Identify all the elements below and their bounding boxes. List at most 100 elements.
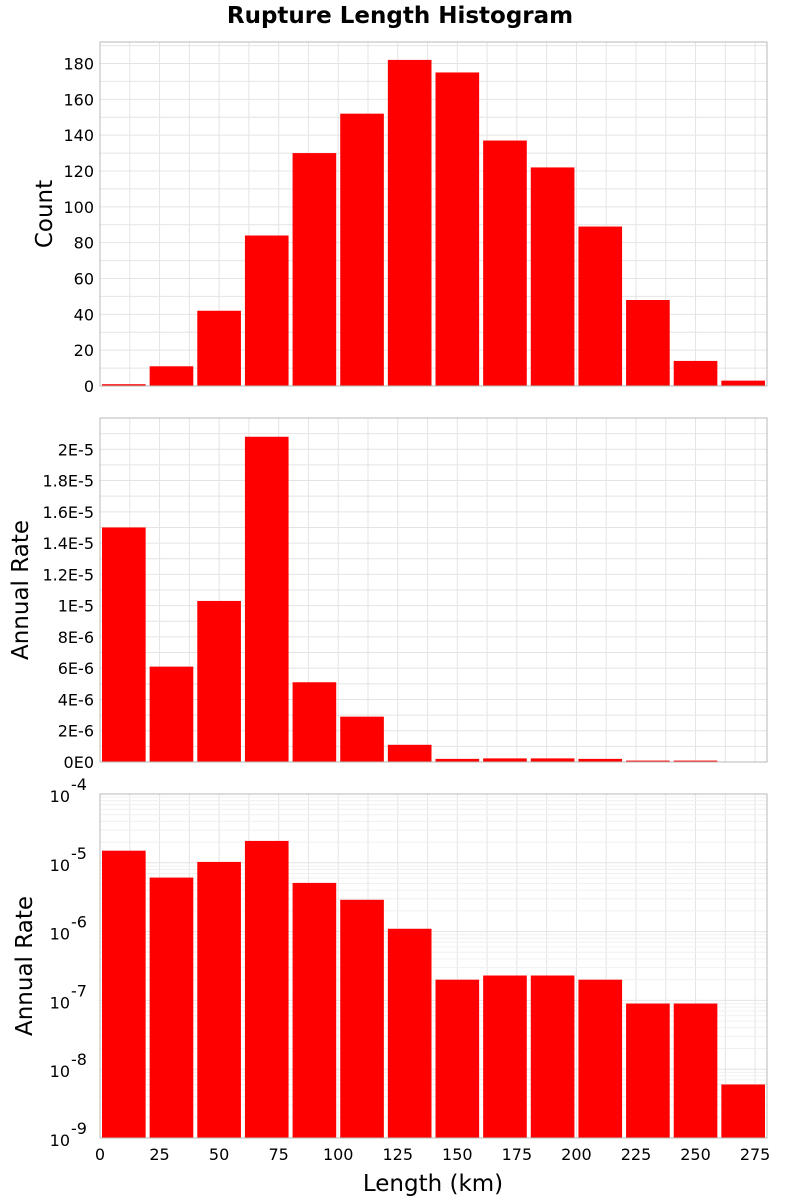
bar-rate-log-2 [197, 861, 241, 1138]
bars [102, 59, 765, 387]
y-tick-label: 180 [63, 55, 94, 74]
bar-count-5 [340, 113, 384, 387]
y-tick-labels: 0E0 2E-6 4E-6 6E-6 8E-6 1E-5 1.2E-5 1.4E-5 1.6E-… [42, 440, 94, 772]
bar-rate-linear-4 [292, 682, 337, 762]
bar-rate-linear-12 [673, 760, 718, 762]
bar-count-7 [435, 72, 480, 386]
y-tick-label: 10 [50, 1131, 70, 1150]
bar-count-9 [530, 167, 575, 386]
y-tick-label: 8E-6 [58, 628, 94, 647]
y-tick-exponent: -9 [71, 1119, 87, 1138]
y-tick-label: 1.2E-5 [42, 565, 94, 584]
y-tick-label: 0 [84, 377, 94, 396]
bar-rate-linear-11 [626, 760, 670, 762]
y-tick-label: 120 [63, 162, 94, 181]
x-tick-label: 225 [621, 1145, 652, 1164]
y-tick-label: 80 [74, 234, 94, 253]
y-tick-label: 1E-5 [58, 597, 94, 616]
bar-rate-linear-6 [387, 744, 432, 762]
bar-count-13 [721, 380, 765, 386]
x-axis-label: Length (km) [363, 1171, 503, 1197]
bar-rate-log-11 [626, 1003, 670, 1138]
bar-rate-linear-8 [483, 758, 527, 762]
x-tick-label: 25 [149, 1145, 169, 1164]
y-tick-label: 10 [50, 925, 70, 944]
y-tick-label: 20 [74, 341, 94, 360]
y-tick-label: 40 [74, 305, 94, 324]
bar-count-0 [102, 384, 146, 386]
y-tick-label: 2E-6 [58, 722, 94, 741]
x-tick-label: 175 [502, 1145, 533, 1164]
bar-rate-linear-2 [197, 600, 241, 762]
y-tick-label: 100 [63, 198, 94, 217]
chart-title: Rupture Length Histogram [226, 3, 574, 29]
bar-count-1 [149, 366, 194, 386]
y-tick-label: 140 [63, 126, 94, 145]
y-tick-exponent: -4 [71, 775, 87, 794]
x-tick-labels: 0 25 50 75 100 125 150 175 200 225 250 275 [95, 1145, 770, 1164]
bar-rate-linear-10 [578, 758, 623, 762]
bar-rate-log-6 [387, 928, 432, 1138]
y-tick-label: 10 [50, 856, 70, 875]
y-tick-label: 60 [74, 270, 94, 289]
y-tick-label: 160 [63, 90, 94, 109]
y-axis-label: Annual Rate [12, 896, 38, 1036]
bar-count-4 [292, 153, 337, 386]
y-tick-labels: 10-910-810-710-610-510-4 [50, 775, 87, 1150]
plot-frame [99, 41, 768, 387]
y-tick-label: 0E0 [64, 753, 94, 772]
bar-rate-log-8 [483, 975, 527, 1138]
x-tick-label: 275 [740, 1145, 771, 1164]
bar-count-6 [387, 59, 432, 387]
bar-rate-linear-1 [149, 666, 194, 762]
y-tick-exponent: -6 [71, 913, 87, 932]
bar-rate-log-3 [244, 840, 289, 1138]
bar-rate-linear-5 [340, 716, 384, 762]
y-tick-label: 4E-6 [58, 690, 94, 709]
plot-frame [99, 417, 768, 763]
x-tick-label: 75 [268, 1145, 288, 1164]
x-tick-label: 0 [95, 1145, 105, 1164]
bar-count-8 [483, 140, 527, 386]
bar-count-11 [626, 300, 670, 386]
y-tick-labels: 0 20 40 60 80 100 120 140 160 180 [63, 55, 94, 397]
bar-rate-linear-0 [102, 527, 146, 762]
bar-rate-log-10 [578, 979, 623, 1138]
y-tick-label: 6E-6 [58, 659, 94, 678]
y-tick-label: 10 [50, 787, 70, 806]
y-tick-label: 10 [50, 1062, 70, 1081]
bar-rate-log-7 [435, 979, 480, 1138]
bar-rate-linear-9 [530, 758, 575, 762]
y-axis-label: Annual Rate [8, 520, 34, 660]
x-tick-label: 100 [323, 1145, 354, 1164]
panel-count: 0 20 40 60 80 100 120 140 160 180 Count [32, 41, 768, 397]
y-tick-exponent: -8 [71, 1050, 87, 1069]
plot-frame [99, 793, 768, 1139]
bar-rate-log-1 [149, 877, 194, 1138]
bar-rate-linear-3 [244, 436, 289, 762]
y-tick-exponent: -5 [71, 844, 87, 863]
y-tick-label: 10 [50, 993, 70, 1012]
x-tick-label: 125 [382, 1145, 413, 1164]
y-tick-exponent: -7 [71, 981, 87, 1000]
bar-rate-linear-7 [435, 758, 480, 762]
y-axis-label: Count [32, 180, 58, 248]
bars [102, 840, 765, 1138]
panel-rate-linear: 0E0 2E-6 4E-6 6E-6 8E-6 1E-5 1.2E-5 1.4E-5 1.6E-… [8, 417, 768, 772]
x-tick-label: 150 [442, 1145, 473, 1164]
bar-rate-log-12 [673, 1003, 718, 1138]
bar-rate-log-13 [721, 1084, 765, 1138]
bar-rate-log-0 [102, 850, 146, 1138]
x-tick-label: 200 [561, 1145, 592, 1164]
bars [102, 436, 765, 762]
bar-rate-log-5 [340, 899, 384, 1138]
bar-rate-log-9 [530, 975, 575, 1138]
bar-count-10 [578, 226, 623, 386]
y-tick-label: 1.8E-5 [42, 472, 94, 491]
bar-count-2 [197, 310, 241, 386]
bar-count-3 [244, 235, 289, 386]
x-tick-label: 250 [680, 1145, 711, 1164]
bar-count-12 [673, 360, 718, 386]
